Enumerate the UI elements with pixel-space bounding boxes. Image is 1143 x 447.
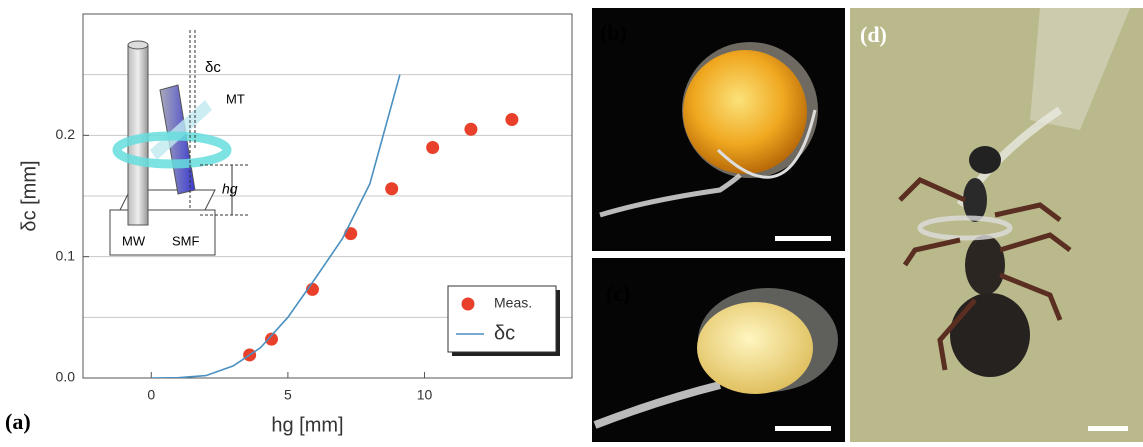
y-tick-label: 0.0 xyxy=(56,369,76,385)
x-tick-label: 0 xyxy=(147,387,155,403)
inset-label: hg xyxy=(222,181,238,197)
inset-label: MW xyxy=(122,233,146,248)
inset-label: SMF xyxy=(172,233,200,248)
point xyxy=(464,123,477,136)
x-tick-label: 5 xyxy=(284,387,292,403)
inset-label: MT xyxy=(226,91,245,106)
y-tick-label: 0.2 xyxy=(56,126,76,142)
inset-diagram: δc MT hg MW SMF xyxy=(110,30,248,255)
point xyxy=(344,227,357,240)
point xyxy=(385,182,398,195)
panel-label: (c) xyxy=(606,281,630,306)
y-axis-label: δc [mm] xyxy=(18,160,40,231)
panel-label: (a) xyxy=(5,409,31,434)
x-axis-label: hg [mm] xyxy=(271,414,343,436)
photo-d xyxy=(850,8,1143,442)
figure: (b) (c) (d) (a) 0.0 0.1 0.2 0 5 10 hg [mm] δc [… xyxy=(0,0,1143,442)
panel-label: (b) xyxy=(600,20,627,45)
x-tick-label: 10 xyxy=(417,387,433,403)
legend-marker xyxy=(462,298,475,311)
y-tick-label: 0.1 xyxy=(56,247,76,263)
point xyxy=(505,113,518,126)
legend-label: Meas. xyxy=(494,295,532,311)
photo-b xyxy=(592,8,845,251)
inset-label: δc xyxy=(205,59,221,76)
legend-label: δc xyxy=(494,322,515,344)
plot: 0.0 0.1 0.2 0 5 10 hg [mm] δc [mm] Meas. δc xyxy=(18,14,572,436)
point xyxy=(426,141,439,154)
panel-label: (d) xyxy=(860,22,887,47)
